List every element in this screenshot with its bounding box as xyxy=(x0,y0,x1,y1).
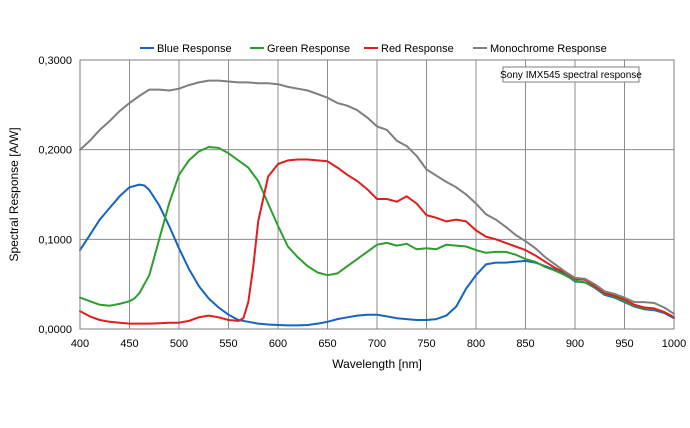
series-line-green-response xyxy=(79,146,675,319)
x-tick-label: 450 xyxy=(120,338,138,350)
y-tick-label: 0,2000 xyxy=(38,145,72,157)
annotation-frame xyxy=(502,66,640,83)
x-tick-label: 800 xyxy=(467,338,485,350)
x-tick-label: 500 xyxy=(170,338,188,350)
x-tick-label: 600 xyxy=(269,338,287,350)
x-tick-label: 1000 xyxy=(662,338,686,350)
legend: Blue Response Green Response Red Response M… xyxy=(140,43,607,55)
legend-label: Blue Response xyxy=(157,43,232,55)
legend-label: Red Response xyxy=(381,43,454,55)
x-axis-title: Wavelength [nm] xyxy=(332,357,422,371)
y-tick-label: 0,3000 xyxy=(38,55,72,67)
annotation-text: Sony IMX545 spectral response xyxy=(500,70,642,81)
x-tick-label: 550 xyxy=(219,338,237,350)
series-line-monochrome-response xyxy=(79,79,675,315)
y-tick-label: 0,0000 xyxy=(38,324,72,336)
x-tick-label: 650 xyxy=(318,338,336,350)
series-layer xyxy=(79,79,675,327)
y-tick-label: 0,1000 xyxy=(38,234,72,246)
y-tick-labels: 0,0000 0,1000 0,2000 0,3000 xyxy=(38,55,72,336)
x-tick-labels: 400 450 500 550 600 650 700 750 800 850 900 950 1000 xyxy=(71,338,686,350)
x-tick-label: 700 xyxy=(368,338,386,350)
plot-frame xyxy=(79,59,675,330)
y-axis-title: Spectral Response [A/W] xyxy=(7,127,21,261)
x-tick-label: 750 xyxy=(417,338,435,350)
x-tick-label: 950 xyxy=(615,338,633,350)
legend-label: Green Response xyxy=(267,43,350,55)
x-tick-label: 850 xyxy=(516,338,534,350)
legend-label: Monochrome Response xyxy=(490,43,607,55)
annotation-box: Sony IMX545 spectral response xyxy=(500,66,642,83)
x-tick-label: 400 xyxy=(71,338,89,350)
grid xyxy=(79,59,675,330)
x-tick-label: 900 xyxy=(566,338,584,350)
